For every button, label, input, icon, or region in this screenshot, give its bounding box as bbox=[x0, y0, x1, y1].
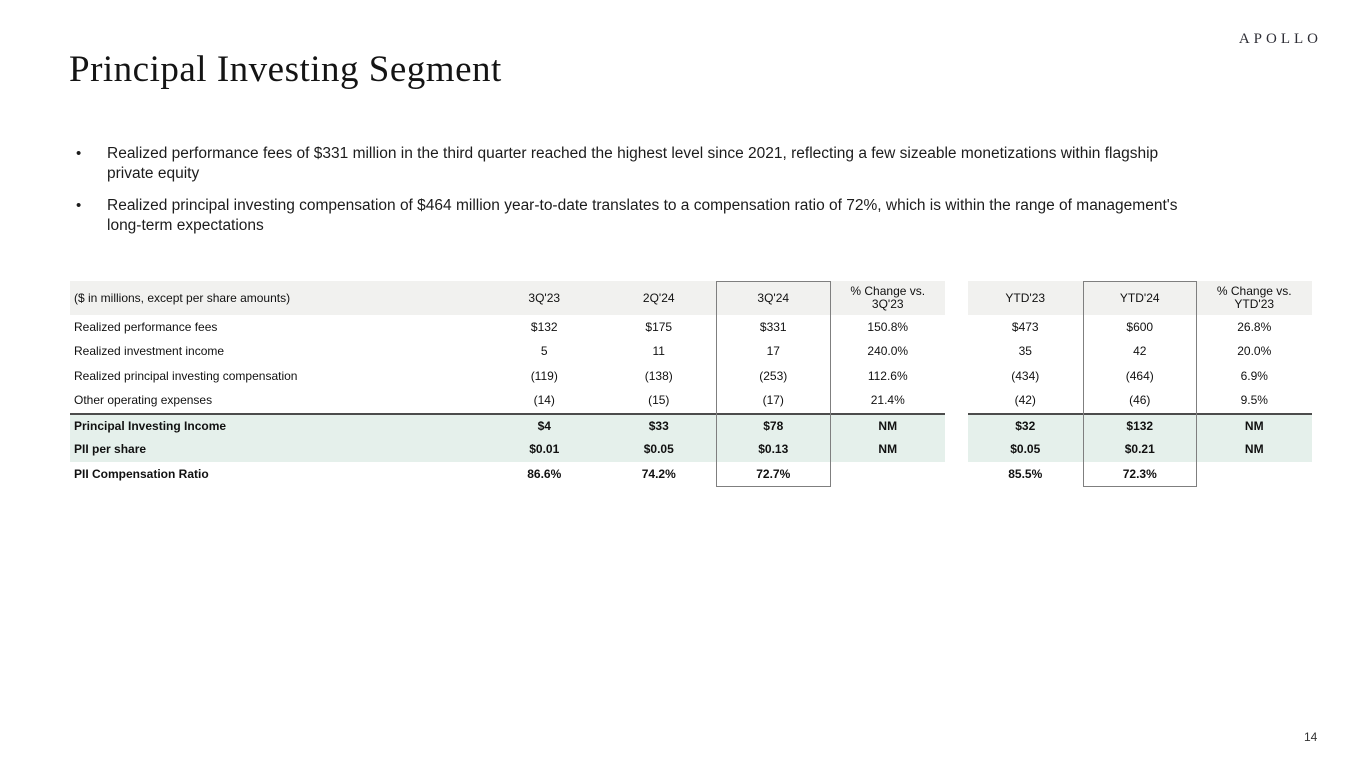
bullet-item: Realized principal investing compensatio… bbox=[70, 196, 1280, 236]
bullet-list: Realized performance fees of $331 millio… bbox=[70, 144, 1280, 248]
column-header-ytd24: YTD'24 bbox=[1082, 281, 1197, 315]
column-gap bbox=[945, 315, 968, 340]
cell: 150.8% bbox=[867, 319, 909, 334]
cell: $0.05 bbox=[601, 437, 716, 462]
table-row-per-share: PII per share $0.01 $0.05 $0.13 NM $0.05… bbox=[70, 437, 1312, 463]
cell: (14) bbox=[533, 393, 555, 408]
cell: 21.4% bbox=[870, 393, 905, 408]
cell: (253) bbox=[759, 368, 788, 383]
cell: 112.6% bbox=[867, 368, 908, 383]
cell: $0.21 bbox=[1082, 437, 1197, 462]
cell: $175 bbox=[645, 319, 673, 334]
bullet-text: long-term expectations bbox=[107, 217, 264, 234]
cell: NM bbox=[830, 437, 945, 462]
bullet-text: Realized performance fees of $331 millio… bbox=[107, 145, 1159, 162]
column-gap bbox=[945, 389, 968, 414]
page-number: 14 bbox=[1304, 730, 1318, 744]
column-gap bbox=[945, 438, 968, 463]
row-label: Other operating expenses bbox=[74, 393, 213, 408]
row-label: Realized performance fees bbox=[74, 319, 218, 334]
cell: (46) bbox=[1129, 393, 1151, 408]
cell: (119) bbox=[530, 368, 558, 383]
apollo-logo: APOLLO bbox=[1238, 31, 1322, 47]
column-header-chg-ytd: % Change vs. YTD'23 bbox=[1197, 281, 1312, 315]
table-header-row: ($ in millions, except per share amounts… bbox=[70, 281, 1312, 315]
column-header-2q24: 2Q'24 bbox=[601, 281, 716, 315]
cell: $0.01 bbox=[487, 437, 602, 462]
table-note: ($ in millions, except per share amounts… bbox=[70, 281, 487, 315]
cell bbox=[831, 462, 946, 487]
cell: $32 bbox=[968, 413, 1083, 438]
table-row-total: Principal Investing Income $4 $33 $78 NM… bbox=[70, 413, 1312, 438]
column-gap bbox=[945, 364, 968, 389]
bullet-text: private equity bbox=[107, 165, 200, 182]
cell: (464) bbox=[1125, 368, 1154, 383]
table-row: Realized investment income 5 11 17 240.0… bbox=[70, 340, 1312, 365]
cell: 72.3% bbox=[1122, 466, 1157, 481]
column-gap bbox=[945, 281, 968, 315]
column-header-3q23: 3Q'23 bbox=[487, 281, 602, 315]
cell: $132 bbox=[530, 319, 558, 334]
bullet-item: Realized performance fees of $331 millio… bbox=[70, 144, 1280, 184]
cell: 35 bbox=[1018, 344, 1032, 359]
cell: 42 bbox=[1133, 344, 1147, 359]
table-row: Other operating expenses (14) (15) (17) … bbox=[70, 389, 1312, 414]
cell: NM bbox=[1197, 413, 1312, 438]
cell: 74.2% bbox=[641, 466, 676, 481]
cell: 11 bbox=[652, 344, 665, 359]
row-label: PII per share bbox=[70, 437, 487, 462]
cell: 5 bbox=[540, 344, 548, 359]
cell: (138) bbox=[644, 368, 673, 383]
cell: 20.0% bbox=[1237, 344, 1272, 359]
table-row: Realized principal investing compensatio… bbox=[70, 364, 1312, 389]
column-header-chg-q: % Change vs. 3Q'23 bbox=[830, 281, 945, 315]
column-gap bbox=[945, 340, 968, 365]
cell: $132 bbox=[1082, 413, 1197, 438]
cell: 72.7% bbox=[756, 466, 791, 481]
row-label: Realized principal investing compensatio… bbox=[74, 368, 298, 383]
column-gap bbox=[945, 462, 968, 487]
page-title: Principal Investing Segment bbox=[69, 49, 502, 90]
table-row: Realized performance fees $132 $175 $331… bbox=[70, 315, 1312, 340]
row-label: PII Compensation Ratio bbox=[74, 466, 209, 481]
cell: $33 bbox=[601, 413, 716, 438]
cell: NM bbox=[1197, 437, 1312, 462]
cell: (15) bbox=[648, 393, 670, 408]
cell: 17 bbox=[766, 344, 780, 359]
cell: 240.0% bbox=[867, 344, 909, 359]
column-header-3q24: 3Q'24 bbox=[716, 281, 831, 315]
bullet-text: Realized principal investing compensatio… bbox=[107, 197, 1178, 214]
cell: NM bbox=[830, 413, 945, 438]
cell: 26.8% bbox=[1237, 319, 1272, 334]
cell: $600 bbox=[1126, 319, 1154, 334]
cell: 86.6% bbox=[527, 466, 562, 481]
cell: $331 bbox=[759, 319, 787, 334]
cell: $473 bbox=[1011, 319, 1039, 334]
cell: $0.13 bbox=[716, 437, 831, 462]
cell: 9.5% bbox=[1240, 393, 1268, 408]
row-label: Realized investment income bbox=[74, 344, 225, 359]
cell: (42) bbox=[1014, 393, 1036, 408]
cell: $78 bbox=[716, 413, 831, 438]
cell: 85.5% bbox=[1008, 466, 1043, 481]
cell: (434) bbox=[1011, 368, 1040, 383]
column-header-ytd23: YTD'23 bbox=[968, 281, 1083, 315]
column-gap bbox=[945, 413, 968, 438]
cell: (17) bbox=[762, 393, 784, 408]
cell: 6.9% bbox=[1240, 368, 1268, 383]
cell bbox=[1197, 462, 1312, 487]
table-row-comp-ratio: PII Compensation Ratio 86.6% 74.2% 72.7%… bbox=[70, 462, 1312, 487]
row-label: Principal Investing Income bbox=[70, 413, 487, 438]
cell: $4 bbox=[487, 413, 602, 438]
cell: $0.05 bbox=[968, 437, 1083, 462]
financial-table: ($ in millions, except per share amounts… bbox=[70, 281, 1312, 487]
